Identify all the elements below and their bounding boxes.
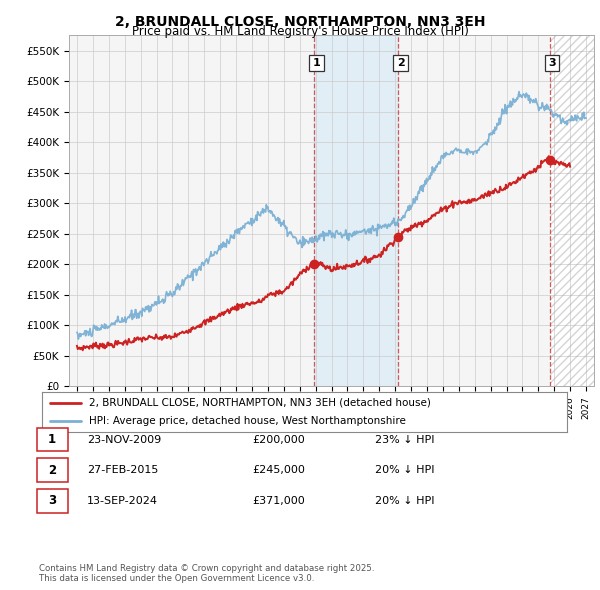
Bar (550, 35, 594, 386)
Text: 3: 3 (48, 494, 56, 507)
Bar (550, 35, 594, 386)
Text: 2, BRUNDALL CLOSE, NORTHAMPTON, NN3 3EH (detached house): 2, BRUNDALL CLOSE, NORTHAMPTON, NN3 3EH … (89, 398, 431, 408)
Text: £245,000: £245,000 (252, 466, 305, 475)
Text: HPI: Average price, detached house, West Northamptonshire: HPI: Average price, detached house, West… (89, 416, 406, 426)
Bar (314, 35, 398, 386)
Text: 2, BRUNDALL CLOSE, NORTHAMPTON, NN3 3EH: 2, BRUNDALL CLOSE, NORTHAMPTON, NN3 3EH (115, 15, 485, 29)
Text: £371,000: £371,000 (252, 496, 305, 506)
Text: 20% ↓ HPI: 20% ↓ HPI (375, 496, 434, 506)
Text: £200,000: £200,000 (252, 435, 305, 444)
Text: 1: 1 (48, 433, 56, 446)
Text: 13-SEP-2024: 13-SEP-2024 (87, 496, 158, 506)
Text: 2: 2 (397, 58, 404, 68)
Text: 27-FEB-2015: 27-FEB-2015 (87, 466, 158, 475)
Text: 20% ↓ HPI: 20% ↓ HPI (375, 466, 434, 475)
Text: 23% ↓ HPI: 23% ↓ HPI (375, 435, 434, 444)
Text: 3: 3 (548, 58, 556, 68)
Text: Price paid vs. HM Land Registry's House Price Index (HPI): Price paid vs. HM Land Registry's House … (131, 25, 469, 38)
Text: 23-NOV-2009: 23-NOV-2009 (87, 435, 161, 444)
Text: 1: 1 (313, 58, 320, 68)
Text: Contains HM Land Registry data © Crown copyright and database right 2025.
This d: Contains HM Land Registry data © Crown c… (39, 563, 374, 583)
Text: 2: 2 (48, 464, 56, 477)
